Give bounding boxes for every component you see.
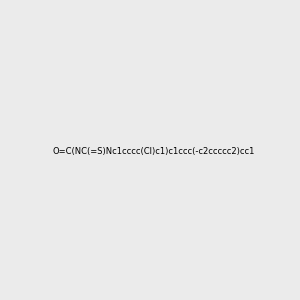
Text: O=C(NC(=S)Nc1cccc(Cl)c1)c1ccc(-c2ccccc2)cc1: O=C(NC(=S)Nc1cccc(Cl)c1)c1ccc(-c2ccccc2)… bbox=[52, 147, 255, 156]
